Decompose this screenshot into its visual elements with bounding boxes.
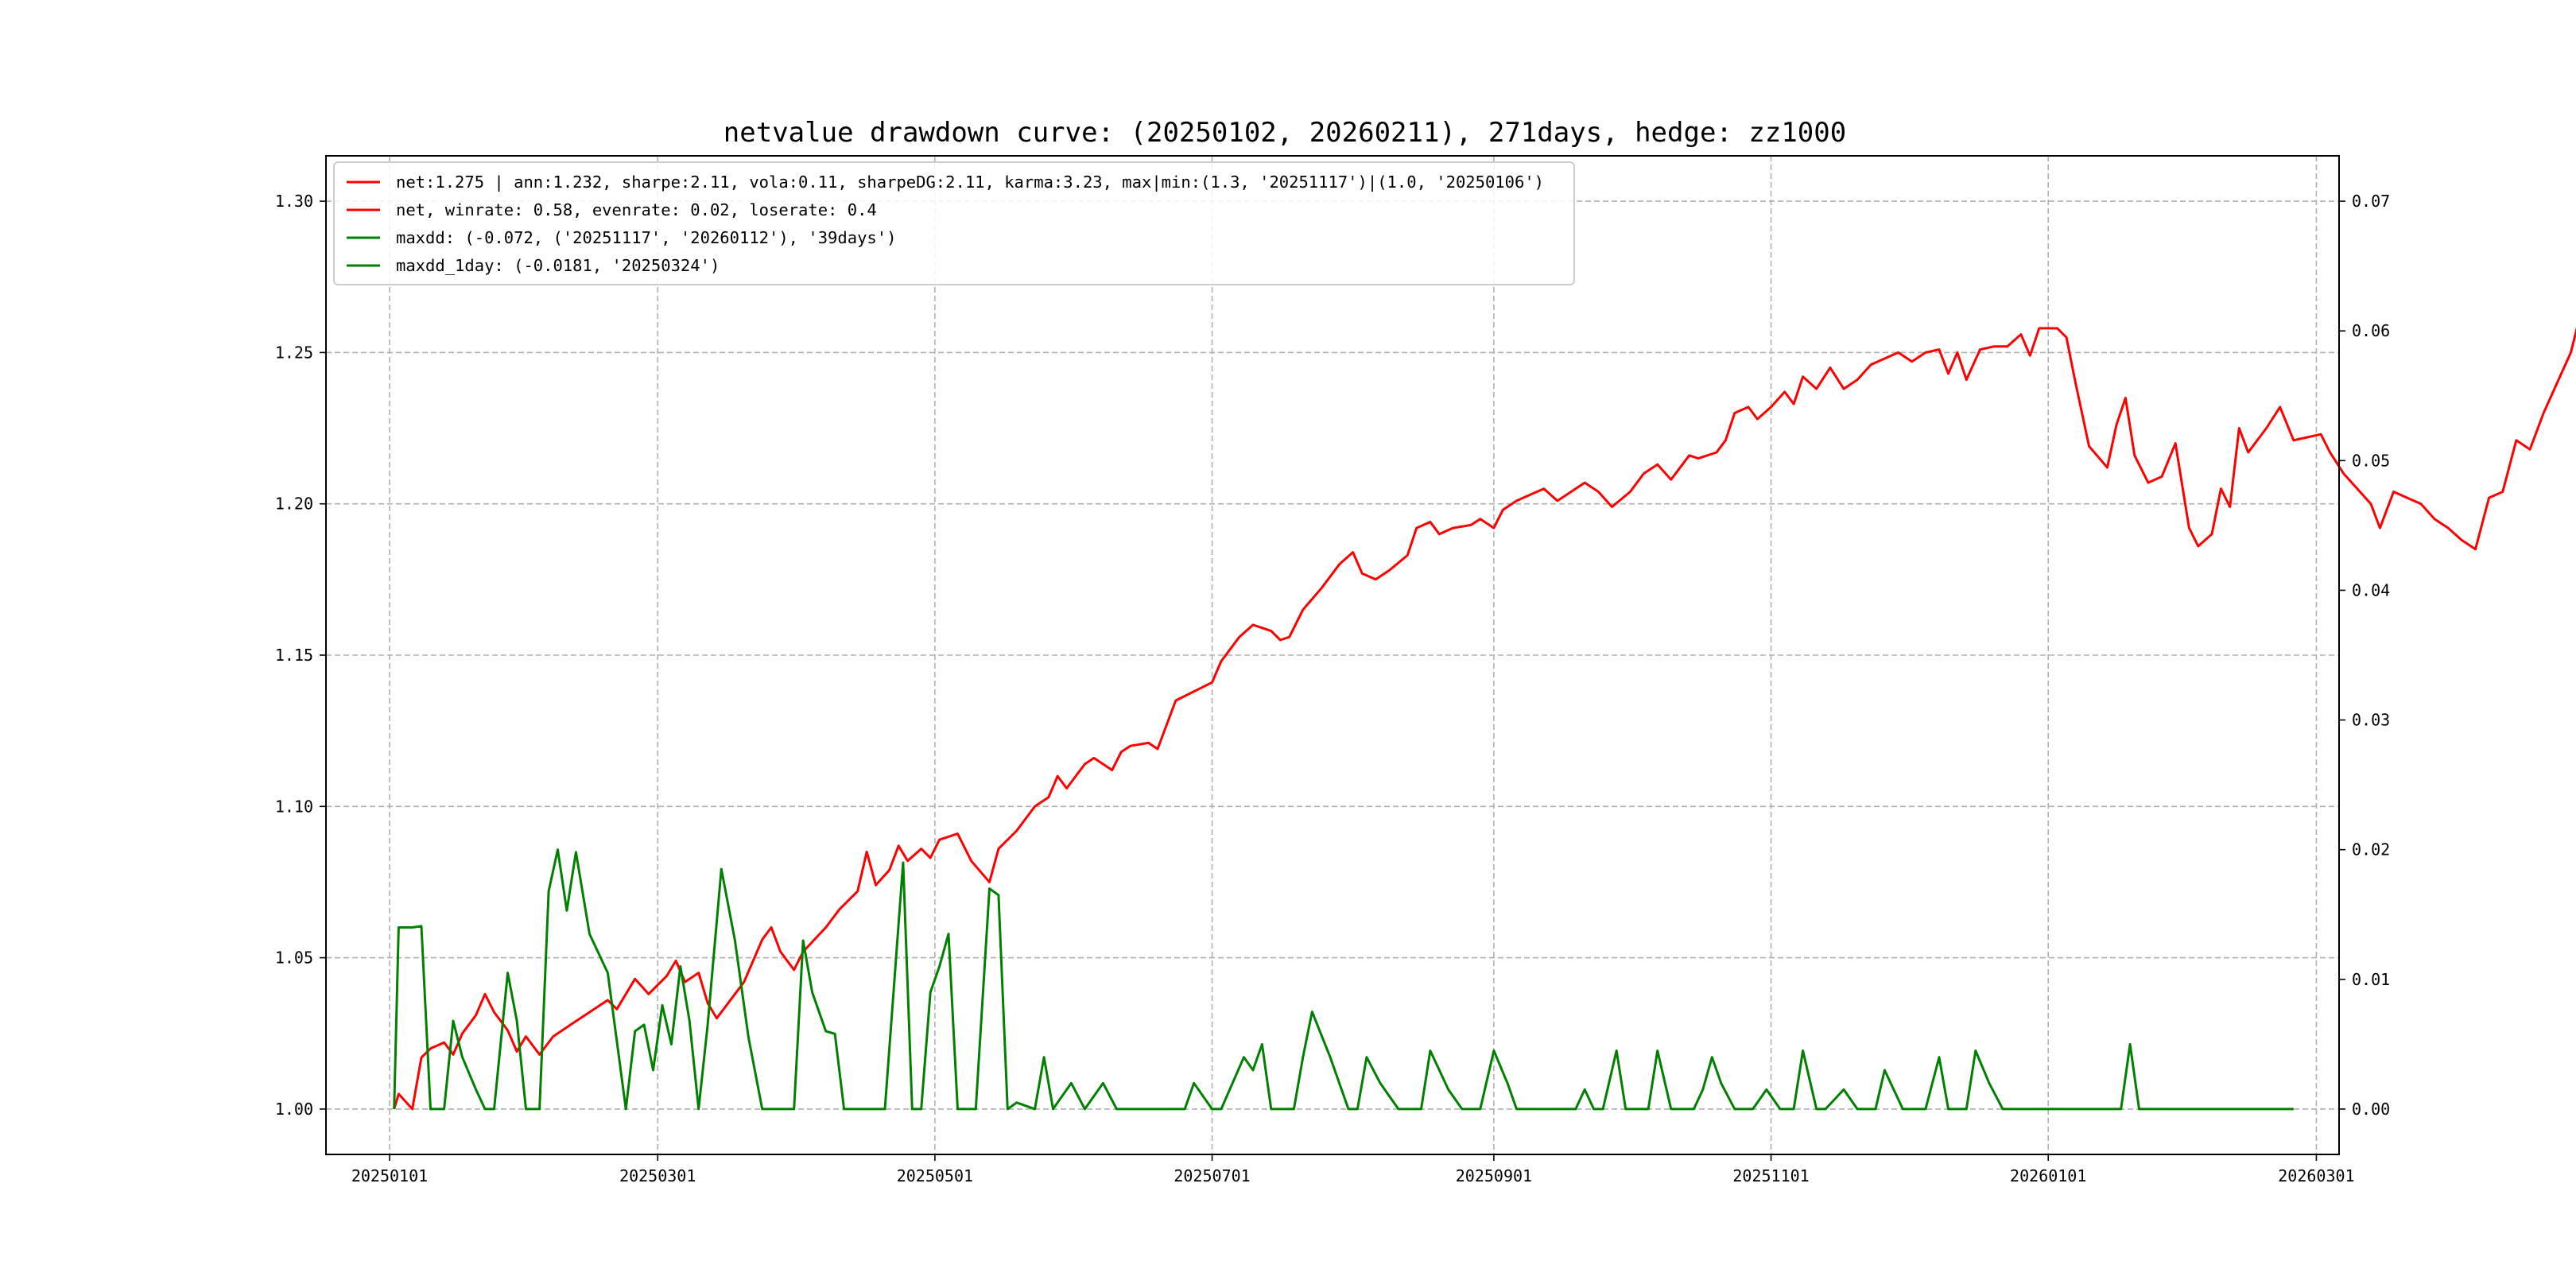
legend-box xyxy=(333,161,1575,285)
x-tick-label: 20260301 xyxy=(2278,1166,2354,1185)
y-right-tick-label: 0.01 xyxy=(2352,970,2390,989)
y-left-tick-label: 1.25 xyxy=(275,343,313,362)
y-right-tick-label: 0.04 xyxy=(2352,580,2390,599)
y-right-tick-label: 0.03 xyxy=(2352,711,2390,730)
y-left-tick-label: 1.30 xyxy=(275,192,313,211)
x-tick-label: 20250101 xyxy=(351,1166,428,1185)
x-tick-label: 20260101 xyxy=(2010,1166,2086,1185)
y-right-tick-label: 0.07 xyxy=(2352,192,2390,211)
x-tick-label: 20250501 xyxy=(897,1166,973,1185)
y-left-tick-label: 1.20 xyxy=(275,495,313,514)
axes: 20250101 20250301 20250501 20250701 20250901… xyxy=(275,192,2390,1185)
chart-title: netvalue drawdown curve: (20250102, 2026… xyxy=(724,117,1846,149)
x-tick-label: 20251101 xyxy=(1732,1166,1809,1185)
series-line-net xyxy=(393,327,2576,1111)
x-tick-label: 20250901 xyxy=(1456,1166,1532,1185)
y-right-tick-label: 0.06 xyxy=(2352,321,2390,340)
y-right-tick-label: 0.05 xyxy=(2352,451,2390,470)
legend: net:1.275 | ann:1.232, sharpe:2.11, vola… xyxy=(333,161,1575,285)
series-line-maxdd xyxy=(393,848,2294,1111)
y-right-tick-label: 0.02 xyxy=(2352,840,2390,859)
legend-entry: maxdd: (-0.072, ('20251117', '20260112')… xyxy=(396,228,896,247)
x-tick-label: 20250701 xyxy=(1174,1166,1250,1185)
y-left-tick-label: 1.10 xyxy=(275,797,313,816)
y-left-tick-label: 1.05 xyxy=(275,949,313,968)
y-left-tick-label: 1.15 xyxy=(275,646,313,665)
y-right-tick-label: 0.00 xyxy=(2352,1100,2390,1119)
series-layer xyxy=(393,327,2576,1111)
grid-lines xyxy=(326,156,2339,1154)
legend-entry: net, winrate: 0.58, evenrate: 0.02, lose… xyxy=(396,200,877,219)
y-left-tick-label: 1.00 xyxy=(275,1100,313,1119)
legend-entry: maxdd_1day: (-0.0181, '20250324') xyxy=(396,256,720,275)
legend-entry: net:1.275 | ann:1.232, sharpe:2.11, vola… xyxy=(396,173,1544,192)
x-tick-label: 20250301 xyxy=(619,1166,696,1185)
